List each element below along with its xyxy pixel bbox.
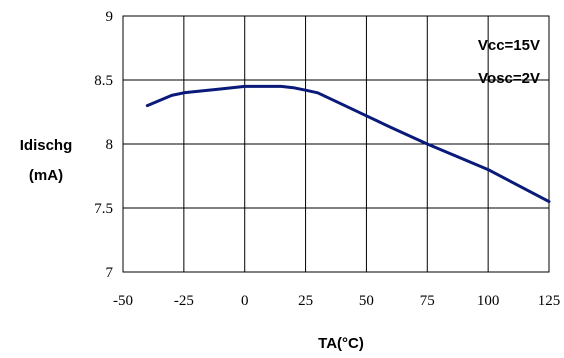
x-tick-label-0: -50 bbox=[113, 293, 133, 309]
x-tick-label-5: 75 bbox=[420, 293, 435, 309]
plot-area-frame bbox=[122, 15, 550, 273]
y-tick-label-3: 8.5 bbox=[94, 73, 113, 89]
annotation-vcc: Vcc=15V bbox=[478, 37, 540, 54]
y-tick-label-2: 8 bbox=[106, 137, 114, 153]
x-tick-label-4: 50 bbox=[359, 293, 374, 309]
y-axis-title-line-2: (mA) bbox=[29, 167, 63, 184]
series-layer bbox=[145, 84, 551, 204]
x-tick-labels: -50 -25 0 25 50 75 100 125 bbox=[113, 293, 560, 309]
y-tick-label-1: 7.5 bbox=[94, 201, 113, 217]
x-tick-label-1: -25 bbox=[174, 293, 194, 309]
x-tick-label-3: 25 bbox=[298, 293, 313, 309]
y-axis-title-line-1: Idischg bbox=[20, 137, 73, 154]
x-axis-title: TA(°C) bbox=[318, 335, 364, 352]
grid bbox=[122, 15, 550, 273]
series-line-0 bbox=[145, 84, 551, 204]
y-tick-label-4: 9 bbox=[106, 9, 114, 25]
x-tick-label-2: 0 bbox=[241, 293, 249, 309]
y-tick-labels: 7 7.5 8 8.5 9 bbox=[94, 9, 113, 281]
annotation-vosc: Vosc=2V bbox=[478, 70, 540, 87]
y-tick-label-0: 7 bbox=[106, 265, 114, 281]
x-tick-label-7: 125 bbox=[538, 293, 561, 309]
x-tick-label-6: 100 bbox=[477, 293, 500, 309]
